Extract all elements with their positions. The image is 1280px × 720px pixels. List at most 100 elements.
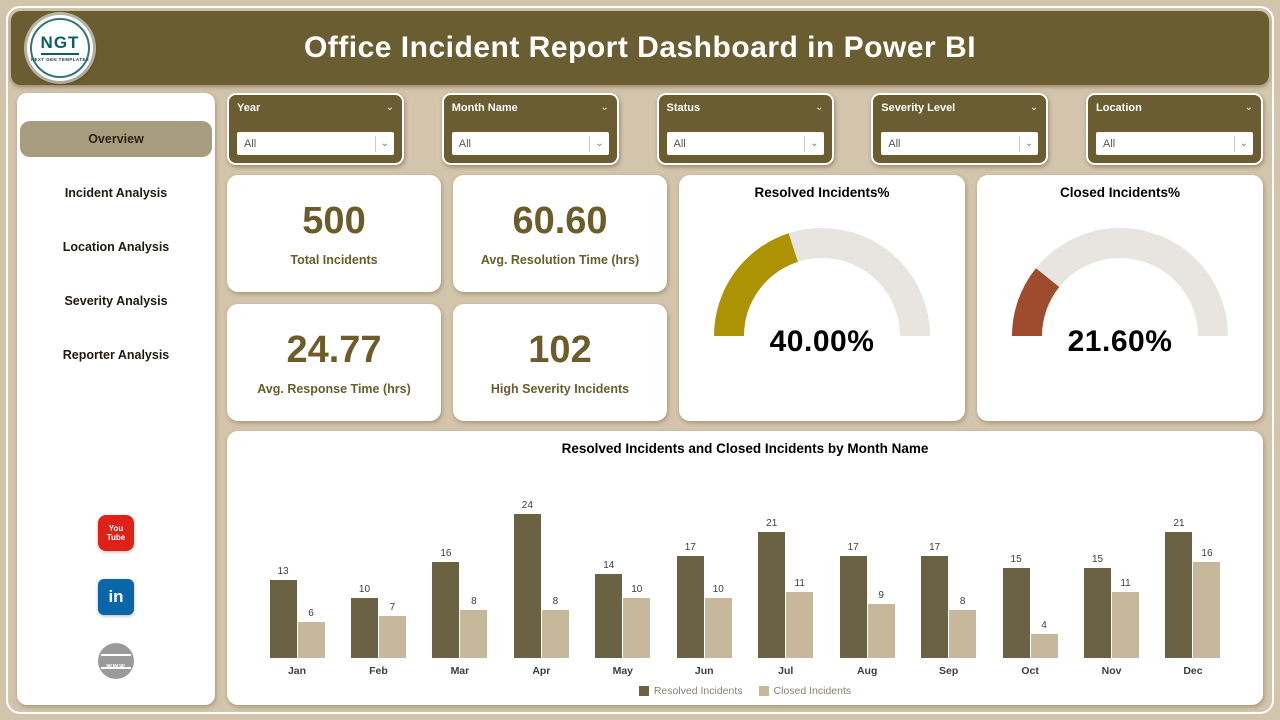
bar-pair: 21 16 xyxy=(1165,518,1221,658)
bar-closed-incidents[interactable] xyxy=(541,610,569,658)
header: NGT NEXT GEN TEMPLATES Office Incident R… xyxy=(11,11,1269,85)
sidebar-item-location-analysis[interactable]: Location Analysis xyxy=(62,240,170,254)
filter-dropdown[interactable]: All ⌄ xyxy=(237,132,394,155)
sidebar-item-overview[interactable]: Overview xyxy=(20,121,212,157)
bar-column: 10 xyxy=(623,584,651,658)
bar-closed-incidents[interactable] xyxy=(949,610,977,658)
bar-column: 24 xyxy=(513,500,541,658)
filter-header: Location ⌄ xyxy=(1096,102,1253,114)
web-icon-text: www xyxy=(106,662,126,670)
chevron-down-icon: ⌄ xyxy=(589,135,604,152)
filter-dropdown[interactable]: All ⌄ xyxy=(1096,132,1253,155)
bar-column: 4 xyxy=(1030,620,1058,658)
bar-resolved-incidents[interactable] xyxy=(513,514,541,658)
bar-column: 14 xyxy=(595,560,623,658)
bar-closed-incidents[interactable] xyxy=(297,622,325,658)
bar-value-label: 14 xyxy=(603,560,615,571)
sidebar: Overview Incident Analysis Location Analys… xyxy=(17,93,215,705)
bar-closed-incidents[interactable] xyxy=(623,598,651,658)
bar-closed-incidents[interactable] xyxy=(460,610,488,658)
filter-label: Severity Level xyxy=(881,102,956,114)
bar-column: 15 xyxy=(1084,554,1112,658)
bar-resolved-incidents[interactable] xyxy=(1002,568,1030,658)
bar-resolved-incidents[interactable] xyxy=(758,532,786,658)
bar-value-label: 10 xyxy=(358,584,371,595)
bar-closed-incidents[interactable] xyxy=(1030,634,1058,658)
bar-closed-incidents[interactable] xyxy=(378,616,406,658)
filter-location: Location ⌄ All ⌄ xyxy=(1086,93,1263,165)
chevron-down-icon: ⌄ xyxy=(804,135,819,152)
bar-resolved-incidents[interactable] xyxy=(1165,532,1193,658)
bar-group-feb: 10 7 Feb xyxy=(350,584,406,677)
legend-item-closed-incidents[interactable]: Closed Incidents xyxy=(758,685,851,697)
youtube-icon[interactable]: You Tube xyxy=(98,515,134,551)
x-axis-label: May xyxy=(612,665,634,677)
filter-dropdown[interactable]: All ⌄ xyxy=(881,132,1039,155)
x-axis-label: Sep xyxy=(938,665,959,677)
filter-label: Month Name xyxy=(451,102,518,114)
kpi-label: High Severity Incidents xyxy=(490,382,630,396)
bar-column: 16 xyxy=(432,548,460,658)
chevron-down-icon[interactable]: ⌄ xyxy=(815,102,824,113)
kpi-grid: 500 Total Incidents 60.60 Avg. Resolution T… xyxy=(227,175,667,421)
chevron-down-icon[interactable]: ⌄ xyxy=(600,102,609,113)
bar-value-label: 21 xyxy=(766,518,778,529)
logo-subtext: NEXT GEN TEMPLATES xyxy=(30,56,90,62)
kpi-value: 102 xyxy=(528,329,592,371)
bar-resolved-incidents[interactable] xyxy=(595,574,623,658)
filter-severity-level: Severity Level ⌄ All ⌄ xyxy=(871,93,1049,165)
chevron-down-icon[interactable]: ⌄ xyxy=(385,102,394,113)
page-title: Office Incident Report Dashboard in Powe… xyxy=(303,31,977,64)
x-axis-label: Jul xyxy=(778,665,794,677)
social-links: You Tube in www xyxy=(17,515,215,679)
bar-group-dec: 21 16 Dec xyxy=(1165,518,1221,677)
bar-value-label: 9 xyxy=(878,590,884,601)
bar-column: 10 xyxy=(350,584,378,658)
x-axis-label: Jan xyxy=(287,665,307,677)
logo-text: NGT xyxy=(40,33,80,55)
bar-resolved-incidents[interactable] xyxy=(676,556,704,658)
bar-closed-incidents[interactable] xyxy=(1112,592,1140,658)
linkedin-icon[interactable]: in xyxy=(98,579,134,615)
chevron-down-icon[interactable]: ⌄ xyxy=(1029,102,1039,113)
filter-dropdown[interactable]: All ⌄ xyxy=(451,132,609,155)
sidebar-nav: Overview Incident Analysis Location Analys… xyxy=(17,121,215,373)
bar-pair: 15 11 xyxy=(1084,554,1140,658)
bar-value-label: 15 xyxy=(1010,554,1022,565)
bar-value-label: 8 xyxy=(959,596,966,607)
filter-dropdown[interactable]: All ⌄ xyxy=(666,132,824,155)
bar-resolved-incidents[interactable] xyxy=(269,580,297,658)
kpi-card-avg-resolution-time-hrs: 60.60 Avg. Resolution Time (hrs) xyxy=(453,175,667,292)
sidebar-item-reporter-analysis[interactable]: Reporter Analysis xyxy=(62,348,170,362)
bar-chart-card: Resolved Incidents and Closed Incidents … xyxy=(227,431,1263,705)
bar-resolved-incidents[interactable] xyxy=(921,556,949,658)
bar-group-mar: 16 8 Mar xyxy=(432,548,488,677)
chevron-down-icon[interactable]: ⌄ xyxy=(1244,102,1253,113)
bar-group-jul: 21 11 Jul xyxy=(758,518,814,677)
bar-resolved-incidents[interactable] xyxy=(839,556,867,658)
bar-pair: 15 4 xyxy=(1002,554,1058,658)
bar-resolved-incidents[interactable] xyxy=(432,562,460,658)
kpi-label: Avg. Resolution Time (hrs) xyxy=(480,253,640,267)
filter-selected-value: All xyxy=(1103,137,1116,150)
x-axis-label: Aug xyxy=(856,665,878,677)
bar-pair: 16 8 xyxy=(432,548,488,658)
bar-value-label: 13 xyxy=(277,566,289,577)
bar-closed-incidents[interactable] xyxy=(867,604,895,658)
bar-column: 21 xyxy=(758,518,786,658)
bar-resolved-incidents[interactable] xyxy=(1084,568,1112,658)
filter-status: Status ⌄ All ⌄ xyxy=(656,93,834,165)
web-icon[interactable]: www xyxy=(98,643,134,679)
bar-closed-incidents[interactable] xyxy=(1193,562,1221,658)
x-axis-label: Oct xyxy=(1021,665,1039,677)
x-axis-label: Feb xyxy=(369,665,388,677)
bar-value-label: 4 xyxy=(1041,620,1047,631)
filter-selected-value: All xyxy=(888,137,901,150)
sidebar-item-incident-analysis[interactable]: Incident Analysis xyxy=(64,186,168,200)
legend-item-resolved-incidents[interactable]: Resolved Incidents xyxy=(638,685,743,697)
bar-closed-incidents[interactable] xyxy=(704,598,732,658)
bar-pair: 14 10 xyxy=(595,560,651,658)
bar-closed-incidents[interactable] xyxy=(786,592,814,658)
bar-resolved-incidents[interactable] xyxy=(350,598,378,658)
sidebar-item-severity-analysis[interactable]: Severity Analysis xyxy=(64,294,168,308)
